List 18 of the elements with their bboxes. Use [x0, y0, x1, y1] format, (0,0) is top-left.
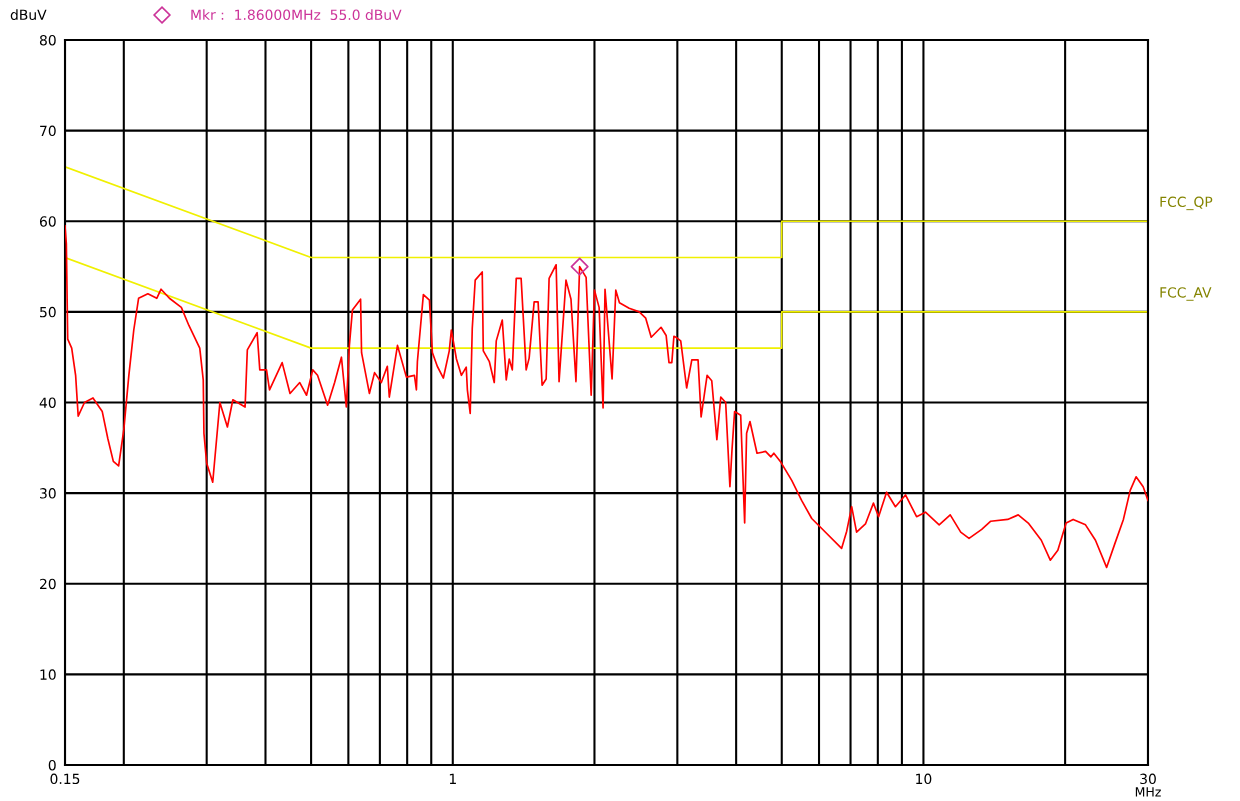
- x-axis-title: MHz: [1135, 787, 1161, 797]
- x-tick-label: 30: [1140, 773, 1156, 785]
- x-tick-label: 1: [449, 773, 456, 784]
- x-tick-label: 10: [916, 773, 932, 785]
- y-tick-label: 10: [40, 669, 56, 680]
- y-tick-label: 0: [48, 759, 56, 771]
- text: Mkr : 1.86000MHz 55.0 dBuV: [191, 9, 402, 21]
- y-tick-label: 40: [39, 397, 56, 408]
- series-label: FCC_AV: [1160, 287, 1212, 301]
- y-tick-label: 50: [40, 306, 56, 318]
- x-tick-label: 0.15: [50, 773, 80, 785]
- y-tick-label: 70: [40, 125, 56, 137]
- series-label: FCC_QP: [1160, 196, 1213, 211]
- y-tick-label: 80: [39, 34, 56, 46]
- y-tick-label: 30: [40, 488, 56, 499]
- y-tick-label: 20: [40, 578, 56, 590]
- y-axis-title: dBuV: [10, 9, 47, 21]
- y-tick-label: 60: [39, 216, 56, 227]
